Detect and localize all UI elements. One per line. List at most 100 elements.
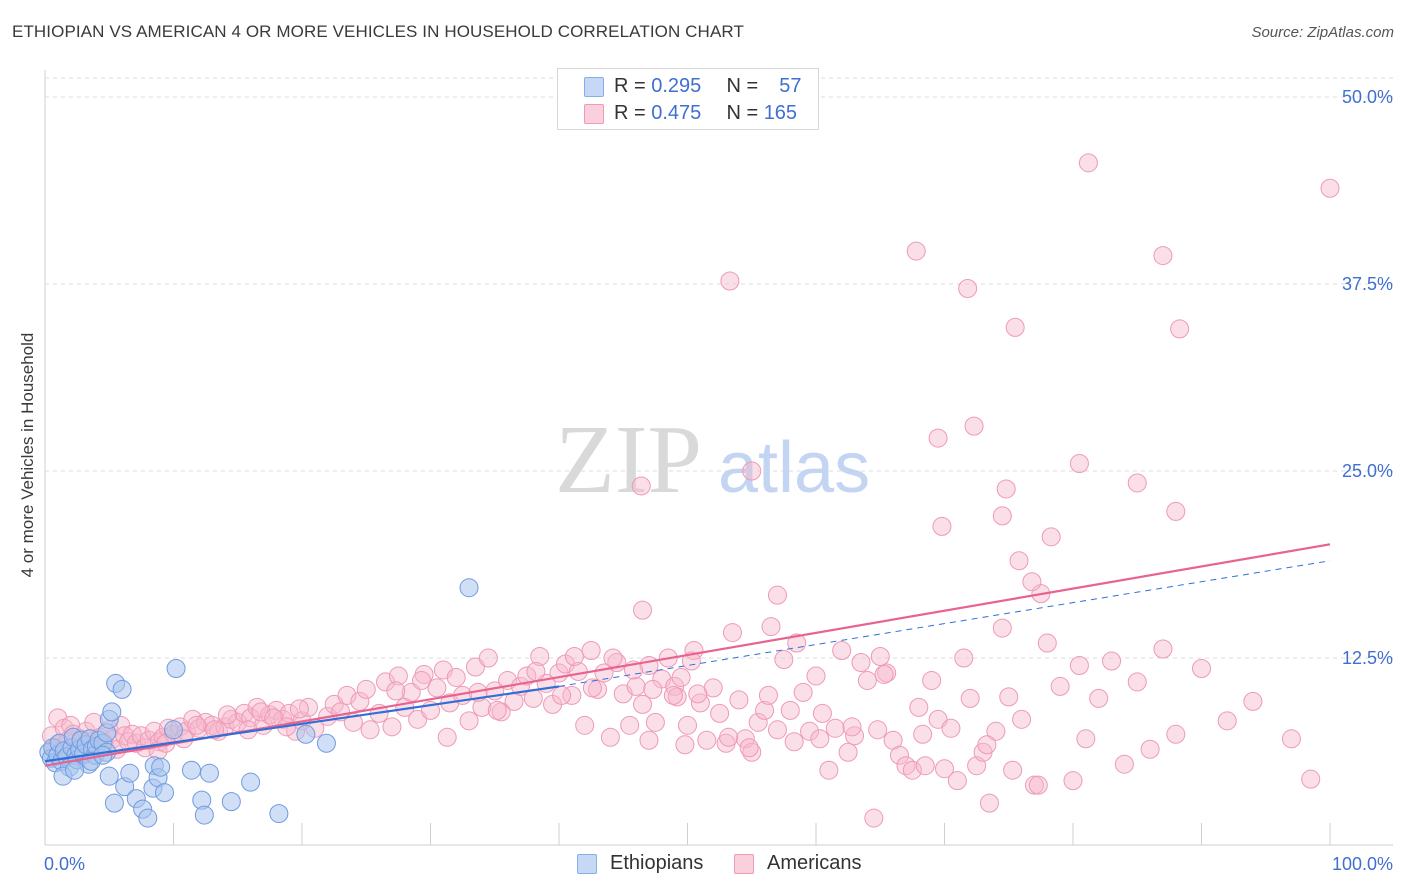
- american-point: [838, 742, 858, 762]
- american-point: [1102, 651, 1122, 671]
- x-axis-ticks: [173, 823, 1331, 845]
- legend-n-label: N =: [726, 102, 759, 124]
- y-tick-label: 50.0%: [1342, 87, 1393, 107]
- bottom-legend-label: Americans: [767, 852, 862, 874]
- ethiopians-points: [39, 578, 479, 828]
- american-point: [857, 670, 877, 690]
- american-point: [1320, 178, 1340, 198]
- american-point: [337, 685, 357, 705]
- ethiopian-point: [194, 805, 214, 825]
- american-point: [1076, 729, 1096, 749]
- american-point: [902, 760, 922, 780]
- ethiopian-point: [120, 763, 140, 783]
- trend-lines: [44, 543, 1331, 767]
- american-point: [633, 600, 653, 620]
- ethiopian-point: [151, 757, 171, 777]
- american-point: [487, 700, 507, 720]
- legend-swatch-pink: [584, 104, 604, 124]
- american-point: [906, 241, 926, 261]
- american-point: [530, 647, 550, 667]
- american-point: [851, 652, 871, 672]
- american-point: [719, 727, 739, 747]
- american-point: [992, 506, 1012, 526]
- american-point: [1003, 760, 1023, 780]
- watermark-zip: ZIP: [555, 406, 702, 514]
- american-point: [639, 730, 659, 750]
- american-point: [767, 585, 787, 605]
- ethiopian-point: [99, 766, 119, 786]
- american-point: [909, 697, 929, 717]
- american-point: [964, 416, 984, 436]
- source-label: Source: ZipAtlas.com: [1251, 24, 1394, 41]
- american-point: [1078, 153, 1098, 173]
- legend-r-label: R =: [614, 102, 646, 124]
- american-point: [1028, 775, 1048, 795]
- y-tick-label: 37.5%: [1342, 274, 1393, 294]
- american-point: [806, 666, 826, 686]
- american-point: [1153, 246, 1173, 266]
- american-point: [663, 685, 683, 705]
- chart-title: ETHIOPIAN VS AMERICAN 4 OR MORE VEHICLES…: [12, 22, 744, 41]
- ethiopians-trend-line: [44, 685, 560, 763]
- american-point: [780, 700, 800, 720]
- american-point: [1166, 724, 1186, 744]
- american-point: [697, 730, 717, 750]
- american-point: [1009, 551, 1029, 571]
- american-point: [870, 647, 890, 667]
- american-point: [825, 718, 845, 738]
- american-point: [739, 738, 759, 758]
- american-point: [915, 756, 935, 776]
- american-point: [1127, 672, 1147, 692]
- american-point: [932, 516, 952, 536]
- american-point: [671, 667, 691, 687]
- american-point: [552, 685, 572, 705]
- american-point: [1281, 729, 1301, 749]
- american-point: [758, 685, 778, 705]
- bottom-legend-label: Ethiopians: [610, 852, 704, 874]
- american-point: [928, 428, 948, 448]
- american-point: [187, 715, 207, 735]
- american-point: [1050, 676, 1070, 696]
- american-point: [643, 679, 663, 699]
- american-point: [755, 700, 775, 720]
- american-point: [688, 684, 708, 704]
- american-point: [761, 617, 781, 637]
- american-point: [562, 685, 582, 705]
- american-point: [922, 670, 942, 690]
- american-point: [1170, 319, 1190, 339]
- american-point: [890, 745, 910, 765]
- american-point: [631, 476, 651, 496]
- ethiopian-point: [155, 783, 175, 803]
- ethiopian-point: [138, 808, 158, 828]
- americans-trend-line: [44, 543, 1331, 767]
- american-point: [478, 648, 498, 668]
- american-point: [645, 712, 665, 732]
- american-point: [388, 666, 408, 686]
- american-point: [678, 715, 697, 735]
- american-point: [412, 670, 432, 690]
- american-point: [941, 718, 961, 738]
- american-point: [517, 666, 537, 686]
- american-point: [1127, 473, 1147, 493]
- american-point: [958, 278, 978, 298]
- american-point: [1192, 658, 1211, 678]
- american-point: [1153, 639, 1173, 659]
- american-point: [742, 461, 762, 481]
- ethiopian-point: [199, 763, 219, 783]
- american-point: [996, 479, 1016, 499]
- american-point: [784, 732, 804, 752]
- american-point: [437, 727, 457, 747]
- american-point: [864, 808, 884, 828]
- x-tick-label: 0.0%: [44, 854, 85, 874]
- american-point: [620, 715, 640, 735]
- american-point: [1301, 769, 1321, 789]
- american-point: [1005, 317, 1025, 337]
- american-point: [427, 678, 447, 698]
- american-point: [729, 690, 749, 710]
- ethiopian-point: [316, 733, 336, 753]
- american-point: [787, 633, 807, 653]
- american-point: [954, 648, 974, 668]
- american-point: [360, 720, 380, 740]
- ethiopian-point: [112, 679, 132, 699]
- american-point: [1140, 739, 1160, 759]
